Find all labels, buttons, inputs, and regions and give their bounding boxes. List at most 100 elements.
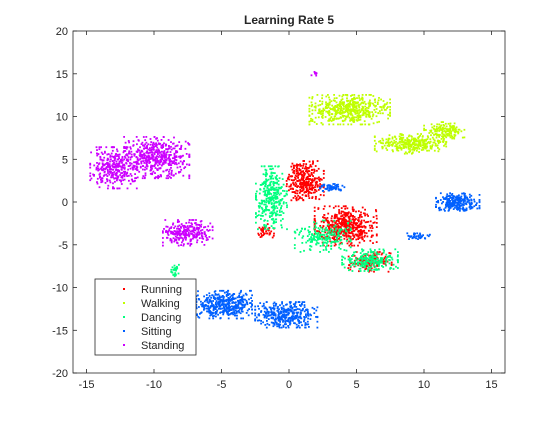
data-point (470, 201, 473, 204)
data-point (438, 209, 441, 212)
data-point (367, 266, 370, 269)
data-point (173, 174, 175, 177)
data-point (341, 255, 343, 258)
data-point (218, 304, 221, 307)
data-point (353, 263, 356, 265)
data-point (107, 158, 110, 161)
data-point (275, 198, 277, 200)
data-point (255, 216, 257, 218)
data-point (315, 316, 317, 318)
data-point (98, 148, 101, 151)
data-point (455, 196, 457, 199)
data-point (370, 117, 373, 120)
data-point (326, 228, 328, 231)
data-point (311, 104, 314, 106)
data-point (385, 108, 387, 111)
data-point (276, 210, 278, 213)
data-point (262, 215, 264, 217)
data-point (211, 237, 214, 240)
data-point (198, 233, 200, 236)
data-point (255, 194, 257, 197)
data-point (395, 265, 397, 268)
data-point (116, 179, 118, 182)
data-point (219, 300, 222, 303)
data-point (376, 103, 379, 105)
data-point (442, 136, 444, 139)
data-point (341, 184, 344, 187)
data-point (168, 168, 171, 171)
data-point (92, 173, 94, 176)
data-point (297, 171, 299, 174)
data-point (175, 266, 178, 269)
data-point (340, 105, 342, 108)
data-point (270, 180, 273, 183)
data-point (359, 259, 362, 262)
data-point (384, 255, 387, 258)
data-point (296, 190, 299, 192)
data-point (383, 249, 385, 252)
data-point (251, 312, 253, 315)
data-point (155, 142, 157, 145)
data-point (383, 106, 385, 109)
data-point (308, 96, 311, 99)
data-point (421, 147, 424, 149)
data-point (170, 141, 172, 143)
data-point (265, 326, 268, 329)
data-point (459, 202, 462, 205)
data-point (462, 200, 465, 202)
data-point (380, 98, 382, 101)
data-point (152, 142, 155, 144)
data-point (348, 237, 351, 240)
data-point (363, 264, 366, 267)
data-point (115, 174, 117, 176)
data-point (217, 298, 220, 301)
data-point (402, 141, 404, 143)
data-point (308, 114, 311, 117)
data-point (114, 163, 117, 166)
data-point (322, 112, 324, 115)
data-point (316, 316, 319, 319)
data-point (411, 138, 413, 141)
data-point (171, 162, 174, 165)
data-point (306, 235, 309, 237)
data-point (354, 97, 356, 100)
data-point (342, 263, 345, 266)
data-point (362, 259, 365, 262)
data-point (281, 301, 283, 303)
data-point (187, 142, 189, 144)
data-point (295, 199, 298, 202)
data-point (229, 296, 232, 298)
data-point (313, 179, 315, 182)
data-point (156, 169, 159, 171)
data-point (288, 321, 291, 324)
data-point (452, 196, 455, 199)
data-point (264, 190, 266, 193)
data-point (347, 255, 350, 258)
data-point (210, 302, 213, 305)
data-point (251, 304, 253, 307)
data-point (387, 117, 389, 120)
data-point (463, 128, 466, 131)
data-point (307, 195, 310, 197)
data-point (168, 159, 171, 162)
data-point (265, 175, 267, 178)
data-point (264, 173, 267, 176)
data-point (334, 215, 336, 218)
data-point (183, 167, 186, 170)
data-point (341, 220, 343, 223)
data-point (170, 177, 172, 179)
data-point (305, 313, 307, 316)
data-point (196, 314, 198, 316)
data-point (322, 249, 325, 251)
data-point (208, 307, 210, 310)
data-point (179, 157, 182, 159)
data-point (294, 237, 296, 240)
data-point (358, 257, 361, 260)
data-point (162, 146, 164, 149)
data-point (237, 307, 240, 309)
data-point (295, 306, 298, 308)
data-point (106, 161, 109, 164)
data-point (308, 175, 311, 177)
data-point (445, 196, 448, 199)
data-point (262, 313, 265, 316)
